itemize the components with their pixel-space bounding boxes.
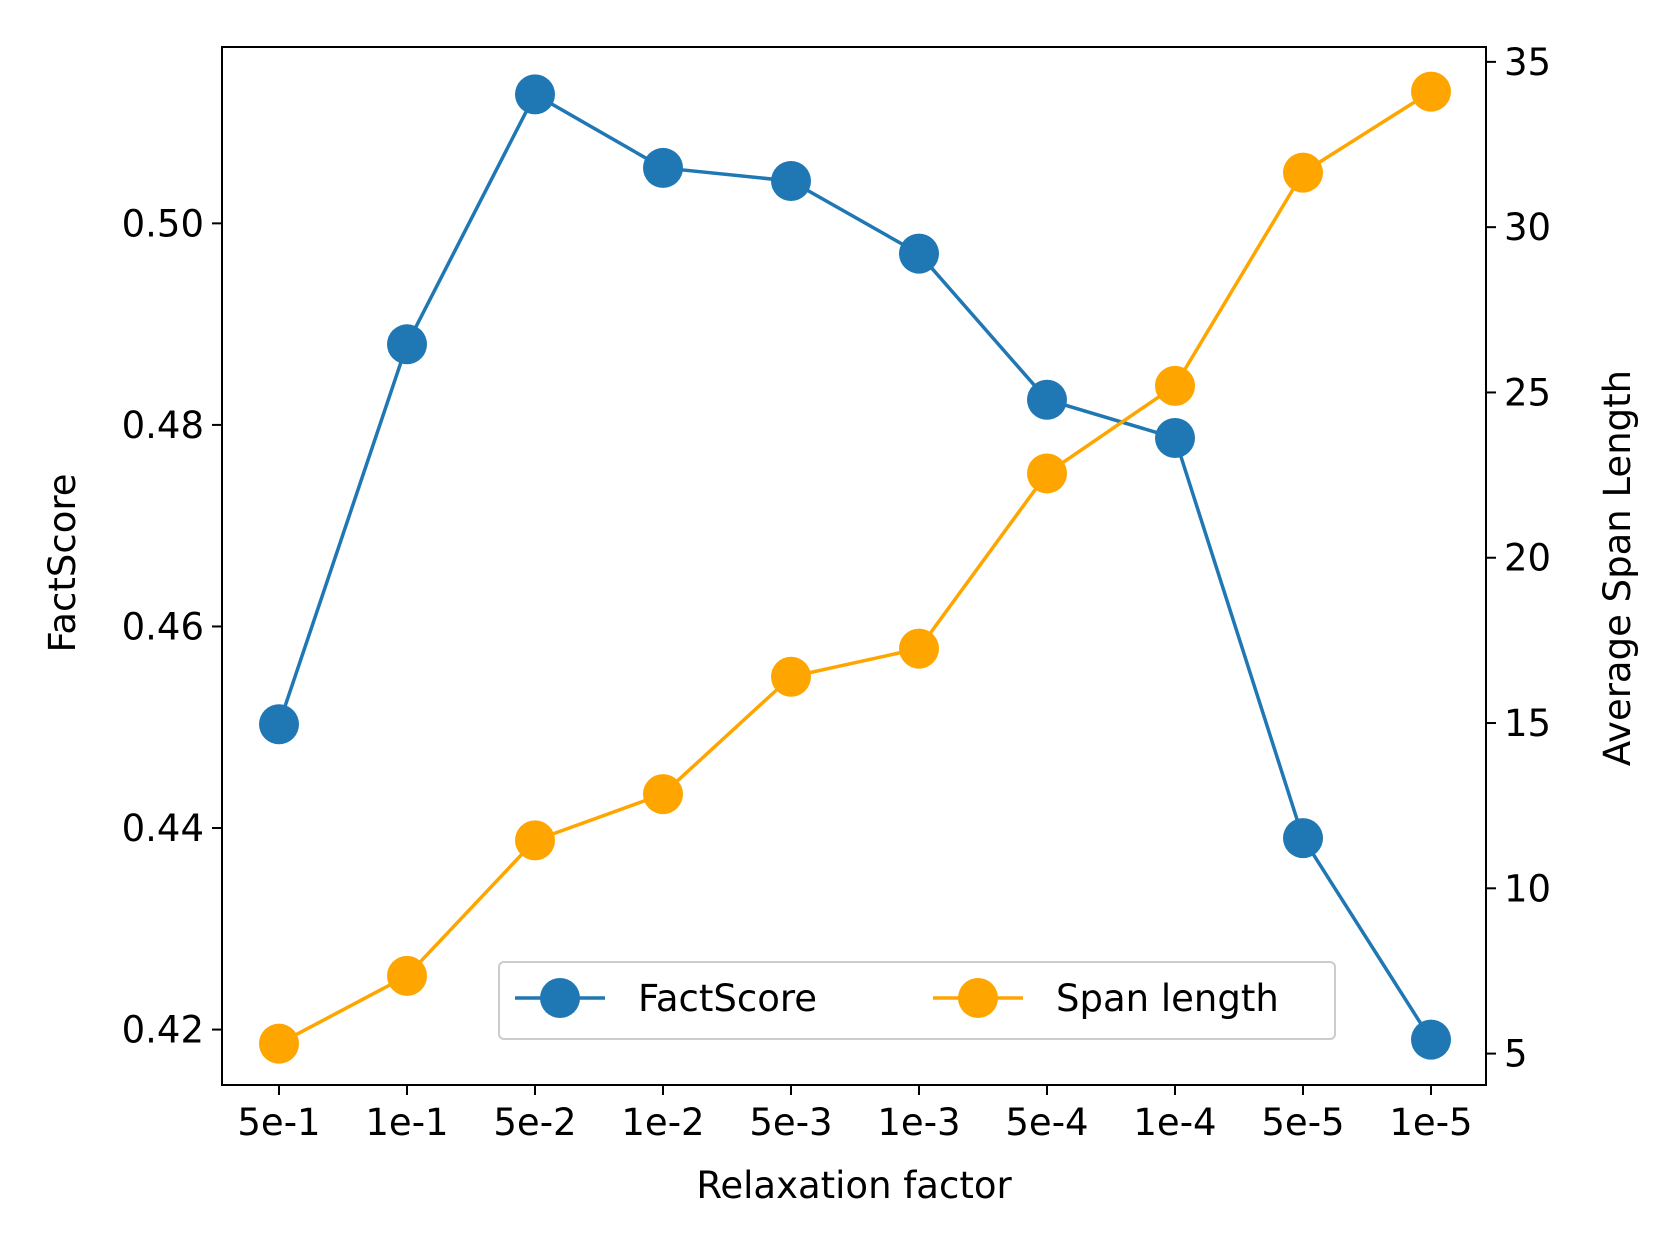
y-axis-left: 0.42 0.44 0.46 0.48 0.50: [122, 202, 222, 1052]
x-tick-label: 5e-5: [1261, 1101, 1344, 1144]
y-right-tick-label: 35: [1504, 41, 1551, 84]
x-tick-label: 5e-2: [493, 1101, 576, 1144]
data-point-span-length: [1155, 365, 1195, 406]
data-point-factscore: [515, 74, 555, 115]
plot-frame: [221, 46, 1487, 1086]
x-tick-label: 1e-4: [1133, 1101, 1216, 1144]
data-point-span-length: [771, 656, 811, 697]
data-point-span-length: [1411, 71, 1451, 112]
legend: FactScore Span length: [498, 961, 1336, 1040]
legend-label-span-length: Span length: [1056, 977, 1279, 1020]
y-right-tick-label: 20: [1504, 537, 1551, 580]
y-left-tick-label: 0.42: [122, 1009, 204, 1052]
series-line-factscore: [277, 92, 1433, 1041]
y-left-tick-label: 0.44: [122, 807, 204, 850]
data-point-factscore: [1411, 1019, 1451, 1060]
legend-marker-span-length: [958, 978, 998, 1018]
y-axis-right: 5 10 15 20 25 30 35: [1486, 41, 1551, 1076]
data-point-span-length: [1283, 152, 1323, 193]
x-tick-label: 1e-1: [365, 1101, 448, 1144]
x-tick-label: 1e-2: [621, 1101, 704, 1144]
data-point-span-length: [387, 955, 427, 996]
y-axis-right-title: Average Span Length: [1596, 370, 1639, 766]
data-point-factscore: [771, 161, 811, 202]
y-axis-left-title: FactScore: [41, 473, 84, 652]
x-tick-label: 5e-4: [1005, 1101, 1088, 1144]
y-left-tick-label: 0.50: [122, 202, 204, 245]
y-right-tick-label: 15: [1504, 702, 1551, 745]
data-point-span-length: [899, 628, 939, 669]
series-layer: [259, 71, 1451, 1064]
y-right-tick-label: 25: [1504, 371, 1551, 414]
y-right-tick-label: 10: [1504, 867, 1551, 910]
y-right-tick-label: 5: [1504, 1033, 1528, 1076]
x-axis: 5e-1 1e-1 5e-2 1e-2 5e-3 1e-3 5e-4 1e-4 5e-5 1e-5: [237, 1085, 1473, 1144]
y-left-tick-label: 0.48: [122, 404, 204, 447]
data-point-factscore: [1283, 818, 1323, 859]
x-tick-label: 5e-3: [749, 1101, 832, 1144]
data-point-factscore: [259, 704, 299, 745]
x-axis-title: Relaxation factor: [696, 1164, 1012, 1207]
legend-label-factscore: FactScore: [638, 977, 817, 1020]
data-point-span-length: [515, 820, 555, 861]
x-tick-label: 1e-5: [1389, 1101, 1472, 1144]
data-point-factscore: [899, 233, 939, 274]
y-left-tick-label: 0.46: [122, 605, 204, 648]
data-point-span-length: [259, 1023, 299, 1064]
legend-box: [498, 961, 1336, 1040]
data-point-factscore: [1027, 379, 1067, 420]
data-point-factscore: [387, 324, 427, 365]
data-point-span-length: [1027, 453, 1067, 494]
data-point-span-length: [643, 774, 683, 815]
x-tick-label: 1e-3: [877, 1101, 960, 1144]
data-point-factscore: [1155, 418, 1195, 459]
data-point-factscore: [643, 147, 683, 188]
legend-marker-factscore: [540, 978, 580, 1018]
series-line-span-length: [278, 90, 1432, 1046]
x-tick-label: 5e-1: [237, 1101, 320, 1144]
y-right-tick-label: 30: [1504, 206, 1551, 249]
